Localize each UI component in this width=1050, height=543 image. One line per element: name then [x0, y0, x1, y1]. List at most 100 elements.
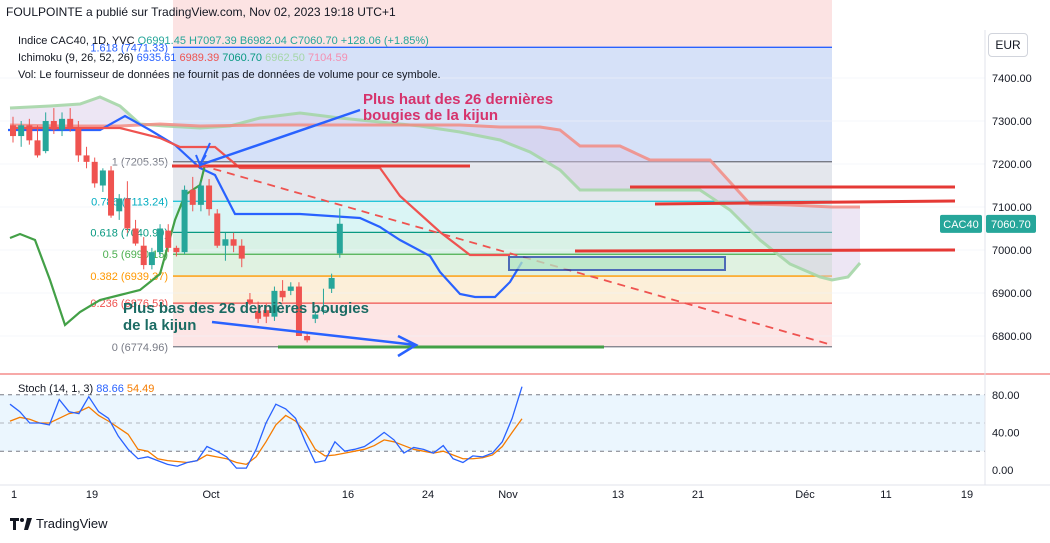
stochastic-pane — [0, 373, 1050, 469]
candle-body — [328, 277, 335, 289]
candle-19 — [165, 224, 172, 253]
candle-body — [214, 213, 221, 246]
candle-29 — [246, 293, 253, 306]
candle-body — [181, 189, 188, 253]
candle-6 — [59, 112, 66, 137]
candle-13 — [116, 194, 123, 220]
candle-body — [279, 290, 286, 298]
candle-body — [75, 127, 82, 156]
candle-8 — [75, 121, 82, 162]
legend-main: Indice CAC40, 1D, YVC O6991.45 H7097.39 … — [18, 33, 441, 50]
price-tick-label: 7100.00 — [992, 202, 1032, 214]
candle-body — [320, 310, 327, 312]
span-b-value: 7104.59 — [307, 52, 348, 64]
candle-37 — [312, 312, 319, 324]
annot-arrow-high-tip — [199, 142, 211, 166]
close-label: C — [289, 35, 298, 47]
candle-body — [222, 239, 229, 246]
price-tag-bg — [986, 214, 1036, 233]
candle-body — [157, 228, 164, 253]
senkou-span-b — [9, 122, 860, 209]
stoch-tick-label: 40.00 — [992, 427, 1020, 439]
symbol-label[interactable]: Indice CAC40, 1D, YVC — [18, 35, 135, 47]
price-tick-label: 7200.00 — [992, 159, 1032, 171]
open-value: 6991.45 — [146, 35, 186, 47]
stoch-label[interactable]: Stoch (14, 1, 3) — [18, 383, 94, 395]
annot-arrow-low-head — [397, 334, 419, 358]
highlight-box — [508, 256, 726, 271]
fib-label-0.382: 0.382 (6939.37) — [90, 271, 168, 283]
legend-ichimoku: Ichimoku (9, 26, 52, 26) 6935.61 6989.39… — [18, 50, 441, 67]
fib-label-1: 1 (7205.35) — [112, 157, 168, 169]
tradingview-brand: TradingView — [36, 516, 108, 531]
candle-2 — [26, 118, 33, 145]
candle-body — [83, 155, 90, 162]
tenkan-sen — [8, 114, 523, 299]
candle-23 — [197, 181, 204, 212]
candle-20 — [173, 245, 180, 257]
candle-body — [304, 336, 311, 341]
candle-body — [287, 286, 294, 291]
fib-zone-0.5 — [173, 254, 832, 277]
candle-30 — [255, 301, 262, 324]
time-tick-label: 16 — [342, 489, 354, 501]
ichimoku-label[interactable]: Ichimoku (9, 26, 52, 26) — [18, 52, 134, 64]
candle-body — [197, 185, 204, 205]
stoch-tick-label: 0.00 — [992, 465, 1013, 477]
fib-zone-top — [173, 0, 832, 48]
candle-body — [238, 245, 245, 259]
kijun-sen — [10, 126, 510, 257]
axes: 7400.00 7300.00 7200.00 7100.00 7000.00 6900.… — [0, 30, 1050, 501]
price-tick-label: 7400.00 — [992, 73, 1032, 85]
candle-body — [255, 311, 262, 319]
stoch-band — [0, 394, 985, 452]
time-tick-label: Nov — [498, 489, 518, 501]
publisher-header: FOULPOINTE a publié sur TradingView.com,… — [6, 5, 396, 19]
time-tick-label: 11 — [880, 489, 891, 501]
span-a-value: 6962.50 — [265, 52, 305, 64]
candle-11 — [99, 168, 106, 192]
annotation-low-line1: Plus bas des 26 dernières bougies — [123, 300, 369, 317]
candle-body — [189, 189, 196, 205]
annotation-high-line1: Plus haut des 26 dernières — [363, 91, 553, 108]
high-label: H — [189, 35, 197, 47]
time-tick-label: 21 — [692, 489, 704, 501]
candle-22 — [189, 176, 196, 212]
stoch-d-value: 54.49 — [126, 383, 155, 395]
price-tick-label: 7000.00 — [992, 245, 1032, 257]
fib-label-0: 0 (6774.96) — [112, 342, 168, 354]
chikou-value: 7060.70 — [222, 52, 263, 64]
currency-button[interactable]: EUR — [988, 33, 1028, 57]
candle-27 — [230, 232, 237, 253]
senkou-span-a — [9, 95, 862, 282]
fib-label-0.236: 0.236 (6876.53) — [90, 298, 168, 310]
time-tick-label: 13 — [612, 489, 624, 501]
time-tick-label: 24 — [422, 489, 434, 501]
candle-4 — [42, 112, 49, 154]
tradingview-logo-icon — [10, 517, 32, 530]
trend-dashed-line — [199, 164, 833, 346]
low-value: 6982.04 — [247, 35, 287, 47]
candle-body — [91, 161, 98, 184]
candle-38 — [320, 288, 327, 315]
candle-body — [295, 286, 302, 336]
stoch-legend: Stoch (14, 1, 3) 88.66 54.49 — [18, 383, 154, 395]
annotation-low-line2: de la kijun — [123, 317, 196, 334]
candle-body — [108, 170, 115, 216]
candle-40 — [336, 208, 343, 258]
high-value: 7097.39 — [196, 35, 237, 47]
fib-label-0.618: 0.618 (7040.99) — [90, 227, 168, 239]
tradingview-footer[interactable]: TradingView — [10, 516, 108, 531]
stoch-d-line — [9, 406, 523, 466]
stoch-k-value: 88.66 — [96, 383, 124, 395]
candle-body — [312, 314, 319, 319]
candle-body — [59, 118, 66, 130]
candle-body — [206, 185, 213, 210]
candle-body — [99, 170, 106, 186]
fib-zone-1.618 — [173, 47, 832, 162]
price-tick-label: 7300.00 — [992, 116, 1032, 128]
candle-28 — [238, 239, 245, 268]
candle-body — [34, 140, 41, 156]
price-tag: 7060.70 — [991, 219, 1031, 231]
